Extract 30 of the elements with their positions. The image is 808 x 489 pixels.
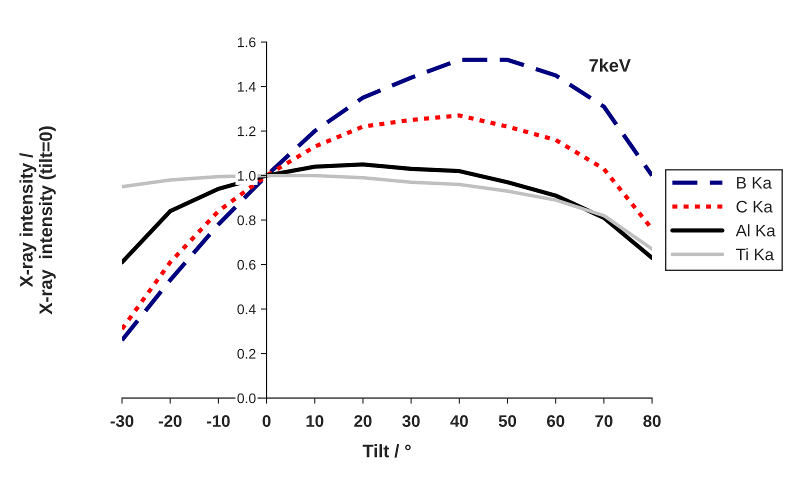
y-tick-label: 1.0 xyxy=(238,170,256,181)
legend-label: C Ka xyxy=(736,200,773,213)
x-tick-label: 30 xyxy=(402,415,420,427)
x-tick-label: 0 xyxy=(262,415,271,427)
y-tick-label: 1.2 xyxy=(238,126,256,136)
y-tick-label: 1.6 xyxy=(238,37,256,48)
x-tick-label: 20 xyxy=(354,415,372,427)
legend-label: Al Ka xyxy=(736,224,776,236)
x-axis-title: Tilt / ° xyxy=(362,444,411,458)
legend-label: B Ka xyxy=(737,177,772,189)
y-tick-label: 0.2 xyxy=(237,348,256,359)
line-series xyxy=(122,113,652,332)
y-tick-label: 0.6 xyxy=(237,260,256,270)
x-tick-label: -30 xyxy=(110,415,134,427)
x-tick-label: 70 xyxy=(595,415,612,427)
y-tick-label: 0.0 xyxy=(237,393,256,404)
x-tick-label: -20 xyxy=(158,415,182,427)
line-series xyxy=(122,58,652,342)
y-axis-title: X-ray intensity / X-ray intensity (tilt=0) xyxy=(19,126,56,314)
legend-label: Ti Ka xyxy=(736,248,774,260)
y-tick-label: 0.8 xyxy=(237,215,256,226)
x-tick-label: 10 xyxy=(306,415,324,427)
x-tick-label: 40 xyxy=(450,415,468,427)
x-tick-label: 80 xyxy=(643,415,661,427)
y-tick-label: 0.4 xyxy=(237,304,256,314)
x-tick-label: -10 xyxy=(206,415,230,427)
y-tick-label: 1.4 xyxy=(238,82,256,92)
x-tick-label: 50 xyxy=(498,415,516,427)
x-tick-label: 60 xyxy=(547,415,564,427)
annotation: 7keV xyxy=(589,58,631,72)
